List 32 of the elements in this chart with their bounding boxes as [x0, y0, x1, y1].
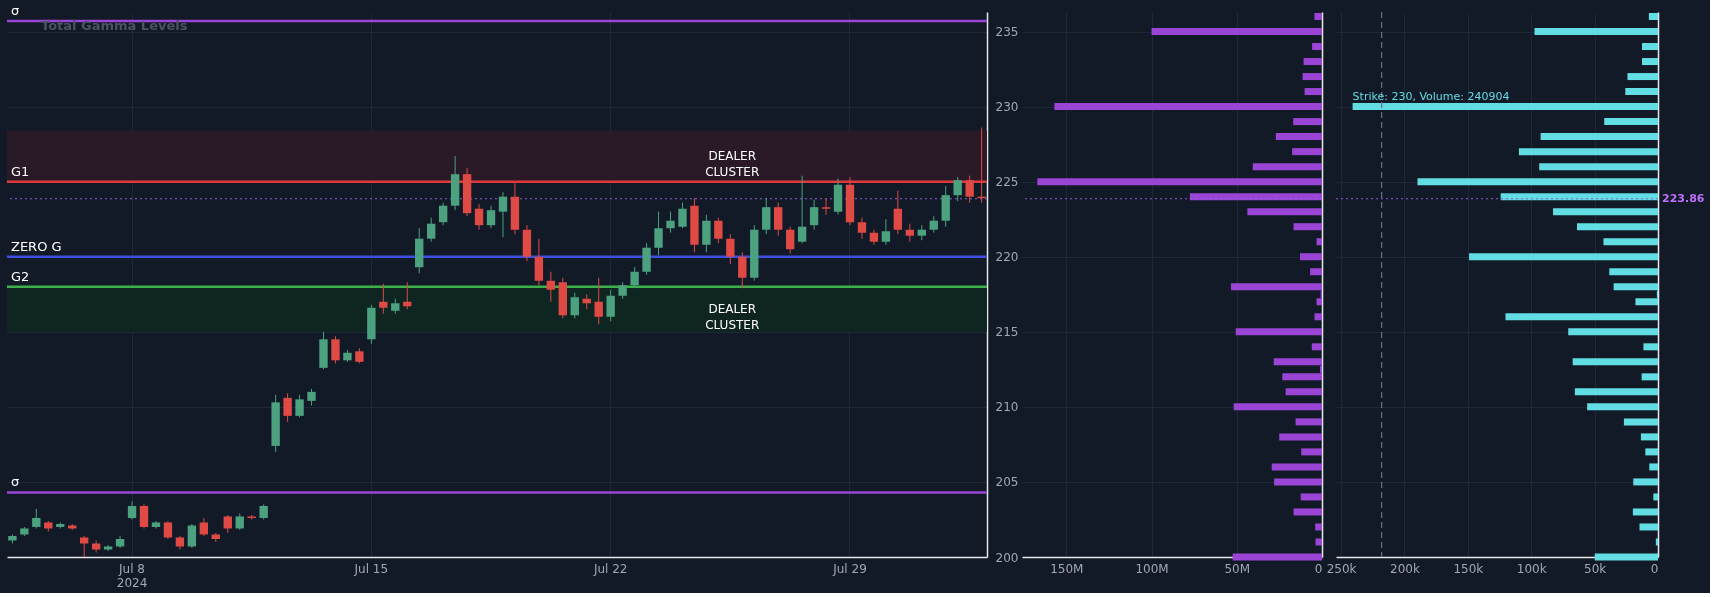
ref-line-label: ZERO G: [11, 238, 62, 254]
x-tick-label: 0: [1650, 561, 1659, 576]
y-tick-label: 215: [995, 325, 1019, 340]
x-tick-label: 150M: [1050, 561, 1084, 576]
x-tick-label: 0: [1314, 561, 1323, 576]
ref-line-label: G1: [11, 163, 30, 179]
annotation: Strike: 230, Volume: 240904: [1352, 89, 1510, 103]
y-tick-label: 200: [995, 550, 1019, 565]
ref-line-label: G2: [11, 268, 30, 284]
y-tick-label: 235: [995, 25, 1019, 40]
x-tick-label: Jul 29: [832, 561, 867, 576]
x-tick-label: 100M: [1135, 561, 1169, 576]
x-tick-label: Jul 22: [592, 561, 628, 576]
y-tick-label: 225: [995, 175, 1019, 190]
ref-line-label: σ: [11, 3, 20, 19]
y-tick-label: 205: [995, 475, 1019, 490]
x-tick-label: Jul 8 2024: [116, 561, 148, 590]
chart-title: Total Gamma Levels: [41, 18, 188, 33]
band-label: DEALER CLUSTER: [705, 149, 760, 180]
x-tick-label: 250k: [1326, 561, 1357, 576]
x-tick-label: 50M: [1224, 561, 1251, 576]
x-tick-label: 100k: [1516, 561, 1547, 576]
x-tick-label: 200k: [1390, 561, 1420, 576]
x-tick-label: 50k: [1584, 561, 1607, 576]
ref-line-label: 223.86: [1662, 191, 1705, 205]
y-tick-label: 230: [995, 100, 1019, 115]
band-label: DEALER CLUSTER: [705, 302, 760, 333]
x-tick-label: 150k: [1453, 561, 1484, 576]
y-tick-label: 220: [995, 250, 1019, 265]
y-tick-label: 210: [995, 400, 1019, 415]
ref-line-label: σ: [11, 474, 20, 490]
x-tick-label: Jul 15: [353, 561, 389, 576]
